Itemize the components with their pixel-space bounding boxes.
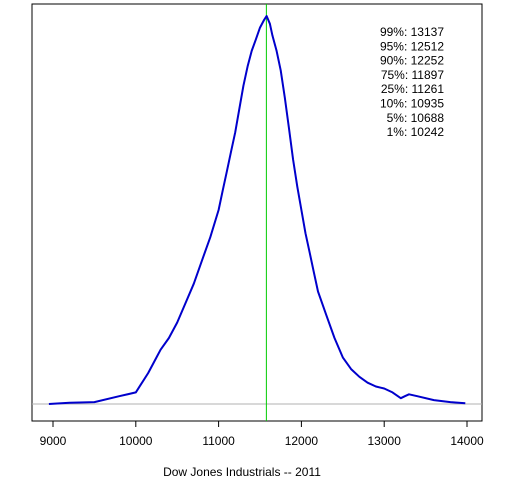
x-axis: 9000 10000 11000 12000 13000 14000	[40, 421, 484, 448]
quantile-annotation: 75%: 11897	[381, 68, 444, 82]
x-axis-label: Dow Jones Industrials -- 2011	[163, 465, 321, 479]
quantile-annotation: 10%: 10935	[380, 97, 444, 111]
quantile-annotation: 1%: 10242	[387, 125, 445, 139]
quantile-annotation: 5%: 10688	[387, 111, 445, 125]
quantile-annotation: 99%: 13137	[380, 25, 444, 39]
x-tick-label: 11000	[202, 434, 235, 448]
quantile-annotation: 95%: 12512	[380, 39, 444, 53]
quantile-annotation: 25%: 11261	[381, 82, 444, 96]
quantile-annotation: 90%: 12252	[380, 54, 444, 68]
x-tick-label: 14000	[450, 434, 484, 448]
x-tick-label: 13000	[368, 434, 402, 448]
x-tick-label: 12000	[285, 434, 319, 448]
x-tick-label: 9000	[40, 434, 67, 448]
plot-frame	[31, 3, 483, 422]
x-tick-label: 10000	[119, 434, 153, 448]
density-curve	[48, 15, 466, 405]
